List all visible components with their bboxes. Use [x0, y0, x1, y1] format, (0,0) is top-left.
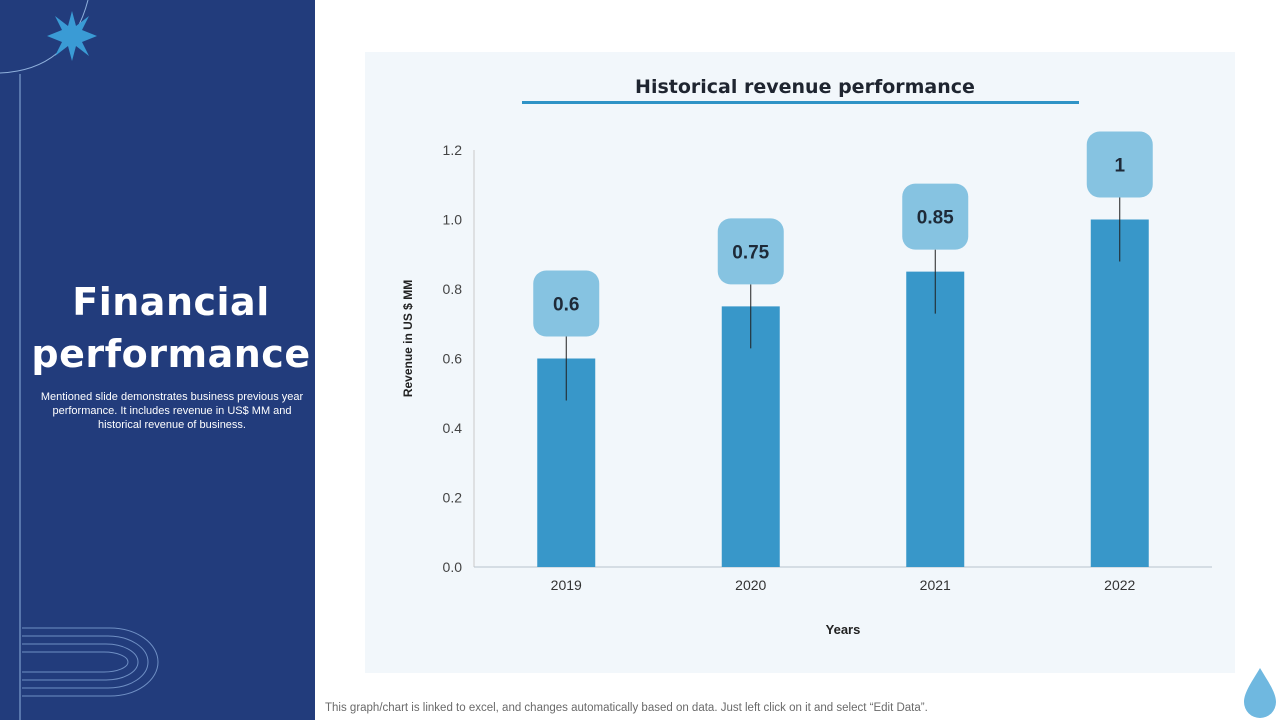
water-drop-icon — [1244, 668, 1276, 718]
y-tick-label: 0.2 — [443, 490, 463, 506]
y-tick-label: 0.8 — [443, 281, 463, 297]
slide-description: Mentioned slide demonstrates business pr… — [40, 391, 304, 431]
y-axis-label: Revenue in US $ MM — [401, 280, 415, 397]
data-label: 0.6 — [553, 295, 579, 316]
callout-box — [533, 270, 600, 337]
sidebar-panel: Financial performance Mentioned slide de… — [0, 0, 315, 720]
callout-box — [717, 218, 784, 285]
x-tick-label: 2022 — [1104, 577, 1135, 593]
chart-title-underline — [522, 101, 1079, 104]
y-tick-label: 1.0 — [443, 212, 463, 228]
starburst-icon — [47, 11, 97, 61]
data-label: 1 — [1114, 156, 1125, 177]
data-label: 0.75 — [732, 242, 769, 263]
y-tick-label: 1.2 — [443, 142, 463, 158]
x-tick-label: 2021 — [920, 577, 951, 593]
bar — [1090, 219, 1149, 567]
decorative-lines — [0, 0, 159, 720]
x-tick-label: 2020 — [735, 577, 766, 593]
chart-title: Historical revenue performance — [635, 76, 975, 98]
y-tick-label: 0.4 — [443, 420, 463, 436]
x-axis-label: Years — [826, 622, 861, 637]
callout-box — [1086, 131, 1153, 198]
bar — [721, 306, 780, 567]
callout-box — [902, 183, 969, 250]
x-tick-label: 2019 — [551, 577, 582, 593]
y-tick-label: 0.6 — [443, 351, 463, 367]
data-label: 0.85 — [917, 208, 954, 229]
footer-note: This graph/chart is linked to excel, and… — [325, 702, 928, 714]
bar — [906, 271, 965, 567]
y-tick-label: 0.0 — [443, 559, 463, 575]
page-title: Financial performance — [31, 280, 311, 376]
